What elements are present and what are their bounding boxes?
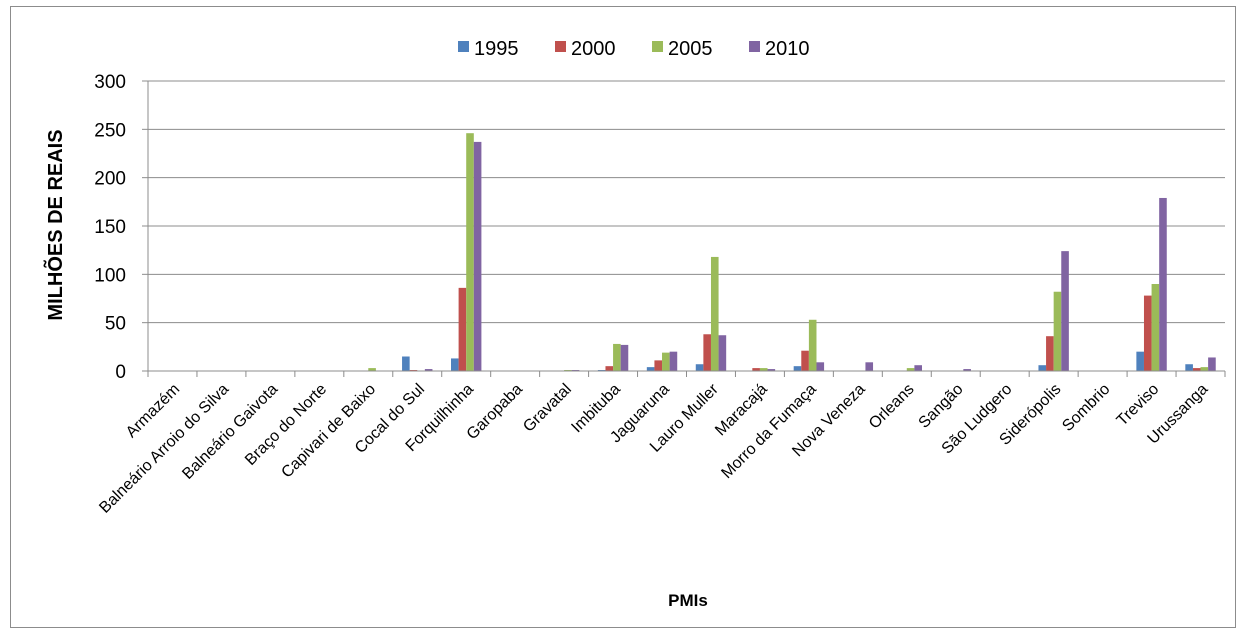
legend: 1995 2000 2005 2010 <box>458 38 810 60</box>
bars <box>368 133 1216 371</box>
x-tick-label: Gravatal <box>520 381 575 436</box>
bar-2010-13 <box>767 369 776 371</box>
x-axis-title: PMIs <box>668 591 708 610</box>
bar-2000-12 <box>703 334 711 371</box>
bar-2005-11 <box>662 352 670 371</box>
x-tick-label: Capivari de Baixo <box>278 381 379 482</box>
y-tick-label: 100 <box>94 265 126 286</box>
bar-1995-22 <box>1185 364 1193 371</box>
bar-2000-21 <box>1143 295 1152 371</box>
bar-2000-10 <box>605 366 614 371</box>
bar-1995-21 <box>1136 351 1144 371</box>
x-tick-label: Morro da Fumaça <box>718 381 819 482</box>
y-axis-ticks: 0 50 100 150 200 250 300 <box>94 72 149 383</box>
bar-2005-21 <box>1151 284 1160 371</box>
y-tick-label: 0 <box>115 362 126 383</box>
bar-2005-13 <box>759 368 768 371</box>
bar-2005-19 <box>1053 291 1062 371</box>
bar-1995-19 <box>1038 365 1047 371</box>
bar-2010-6 <box>424 369 433 371</box>
x-tick-label: Treviso <box>1114 381 1163 430</box>
bar-2010-22 <box>1208 357 1216 371</box>
legend-swatch-1995 <box>458 41 469 52</box>
legend-label-2005: 2005 <box>668 38 713 60</box>
bar-2005-22 <box>1200 367 1209 371</box>
legend-swatch-2005 <box>652 41 663 52</box>
bar-2000-19 <box>1046 336 1054 371</box>
bar-2005-10 <box>613 343 621 371</box>
bar-2010-7 <box>473 141 482 371</box>
bar-2005-7 <box>466 133 474 371</box>
bar-2000-13 <box>752 368 760 371</box>
chart-frame <box>10 6 1236 628</box>
bar-1995-14 <box>793 366 802 371</box>
bar-2000-7 <box>458 287 467 371</box>
bar-1995-12 <box>695 364 704 371</box>
bar-2000-14 <box>801 350 809 371</box>
bar-2000-22 <box>1192 368 1201 371</box>
bar-2010-17 <box>963 369 971 371</box>
x-tick-label: Sombrio <box>1059 381 1113 435</box>
bar-2010-15 <box>865 362 874 371</box>
y-tick-label: 150 <box>94 217 126 238</box>
legend-label-2010: 2010 <box>765 38 810 60</box>
legend-swatch-2010 <box>749 41 760 52</box>
y-tick-label: 250 <box>94 120 126 141</box>
bar-2005-14 <box>808 319 817 371</box>
legend-label-2000: 2000 <box>571 38 616 60</box>
bar-2010-14 <box>816 362 825 371</box>
y-tick-label: 200 <box>94 169 126 190</box>
bar-2010-19 <box>1061 251 1069 371</box>
bar-2010-10 <box>620 344 629 371</box>
bar-2005-16 <box>906 368 915 371</box>
bar-1995-11 <box>646 367 655 371</box>
bar-2005-5 <box>368 368 376 371</box>
bar-1995-7 <box>451 358 459 371</box>
y-tick-label: 50 <box>105 314 126 335</box>
x-tick-label: Orleans <box>866 381 918 433</box>
legend-swatch-2000 <box>555 41 566 52</box>
bar-2010-21 <box>1159 197 1167 371</box>
bar-2010-11 <box>669 351 678 371</box>
y-tick-label: 300 <box>94 72 126 93</box>
bar-2000-11 <box>654 360 663 371</box>
y-axis-title: MILHÕES DE REAIS <box>43 129 67 320</box>
legend-label-1995: 1995 <box>474 38 519 60</box>
bar-2010-16 <box>914 365 922 371</box>
bar-2010-12 <box>718 335 727 371</box>
bar-1995-6 <box>402 356 410 371</box>
bar-2005-12 <box>710 256 719 371</box>
